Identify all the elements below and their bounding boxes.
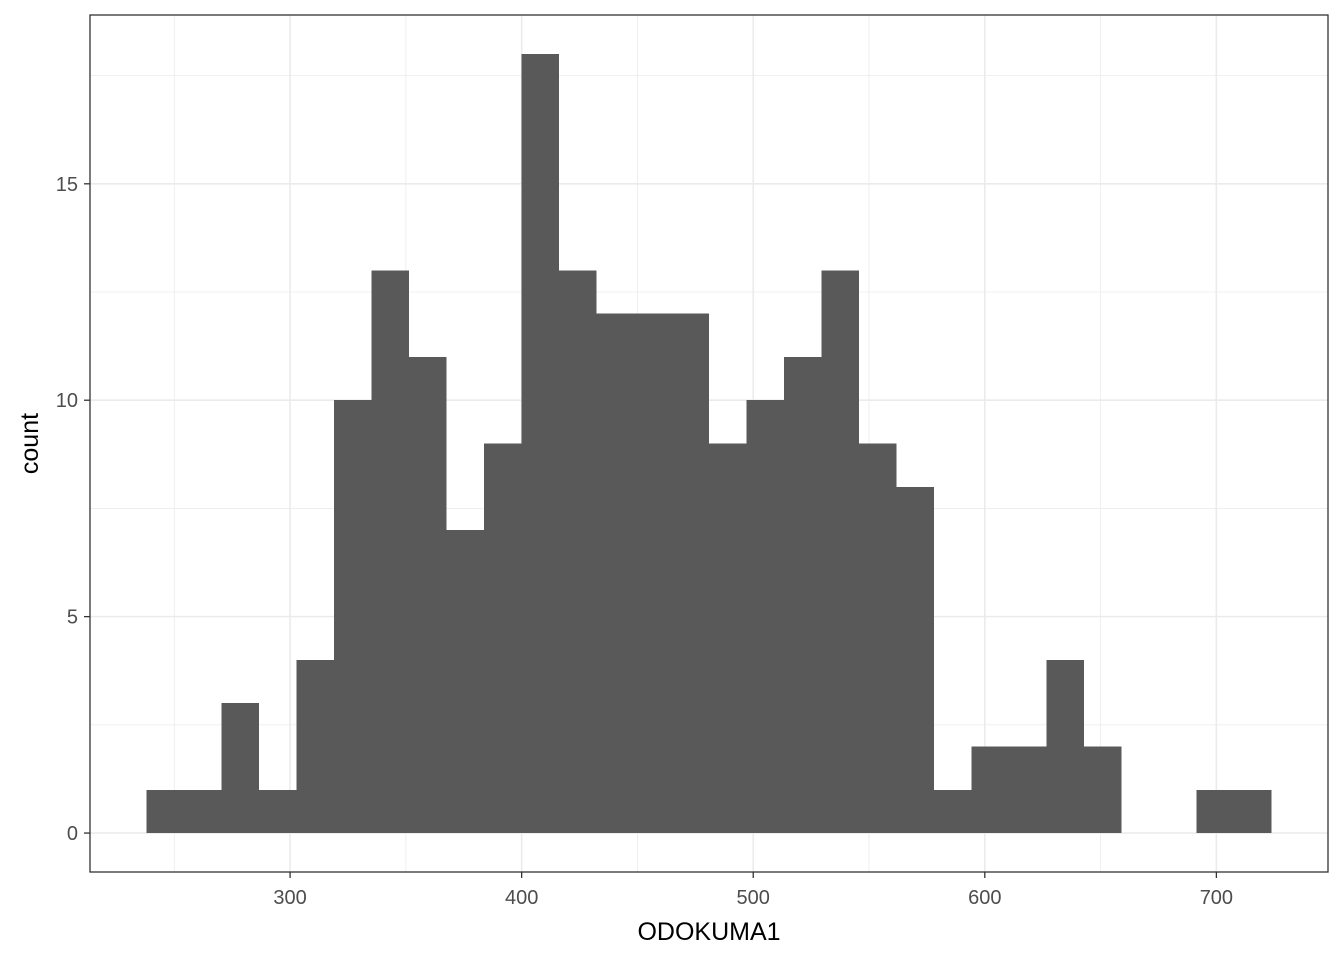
x-tick-label: 500 <box>737 887 770 909</box>
histogram-bar <box>596 313 634 834</box>
x-axis-title: ODOKUMA1 <box>637 918 780 946</box>
histogram-bar <box>633 313 672 834</box>
histogram-bar <box>709 443 747 834</box>
histogram-bar <box>183 789 222 834</box>
histogram-bar <box>1046 659 1085 834</box>
histogram-bar <box>1234 789 1272 834</box>
histogram-bar <box>333 400 372 834</box>
histogram-bar <box>934 789 972 834</box>
histogram-bar <box>371 270 409 834</box>
axes: 300 400 500 600 700 0 5 10 15 <box>56 174 1233 909</box>
histogram-bar <box>671 313 709 834</box>
histogram-bar <box>1084 746 1122 834</box>
histogram-bar <box>896 486 935 834</box>
histogram-bar <box>296 659 334 834</box>
histogram-bar <box>483 443 522 834</box>
histogram-bar <box>746 400 785 834</box>
histogram-bar <box>446 530 484 834</box>
histogram-bars <box>146 53 1272 834</box>
x-tick-label: 700 <box>1200 887 1233 909</box>
histogram-bar <box>1009 746 1047 834</box>
y-axis-title: count <box>16 413 44 474</box>
histogram-bar <box>558 270 597 834</box>
histogram-bar <box>146 789 184 834</box>
y-tick-label: 10 <box>56 390 78 412</box>
y-tick-label: 15 <box>56 174 78 196</box>
histogram-bar <box>971 746 1010 834</box>
y-tick-label: 5 <box>67 607 78 629</box>
panel-border <box>89 14 1329 873</box>
x-tick-label: 600 <box>968 887 1001 909</box>
histogram-bar <box>821 270 860 834</box>
histogram-bar <box>521 53 559 834</box>
x-tick-label: 300 <box>273 887 306 909</box>
histogram-bar <box>784 356 822 834</box>
y-tick-label: 0 <box>67 823 78 845</box>
histogram-bar <box>258 789 297 834</box>
histogram-bar <box>859 443 897 834</box>
histogram-bar <box>408 356 447 834</box>
histogram-bar <box>1196 789 1235 834</box>
histogram-bar <box>221 703 259 834</box>
x-tick-label: 400 <box>505 887 538 909</box>
